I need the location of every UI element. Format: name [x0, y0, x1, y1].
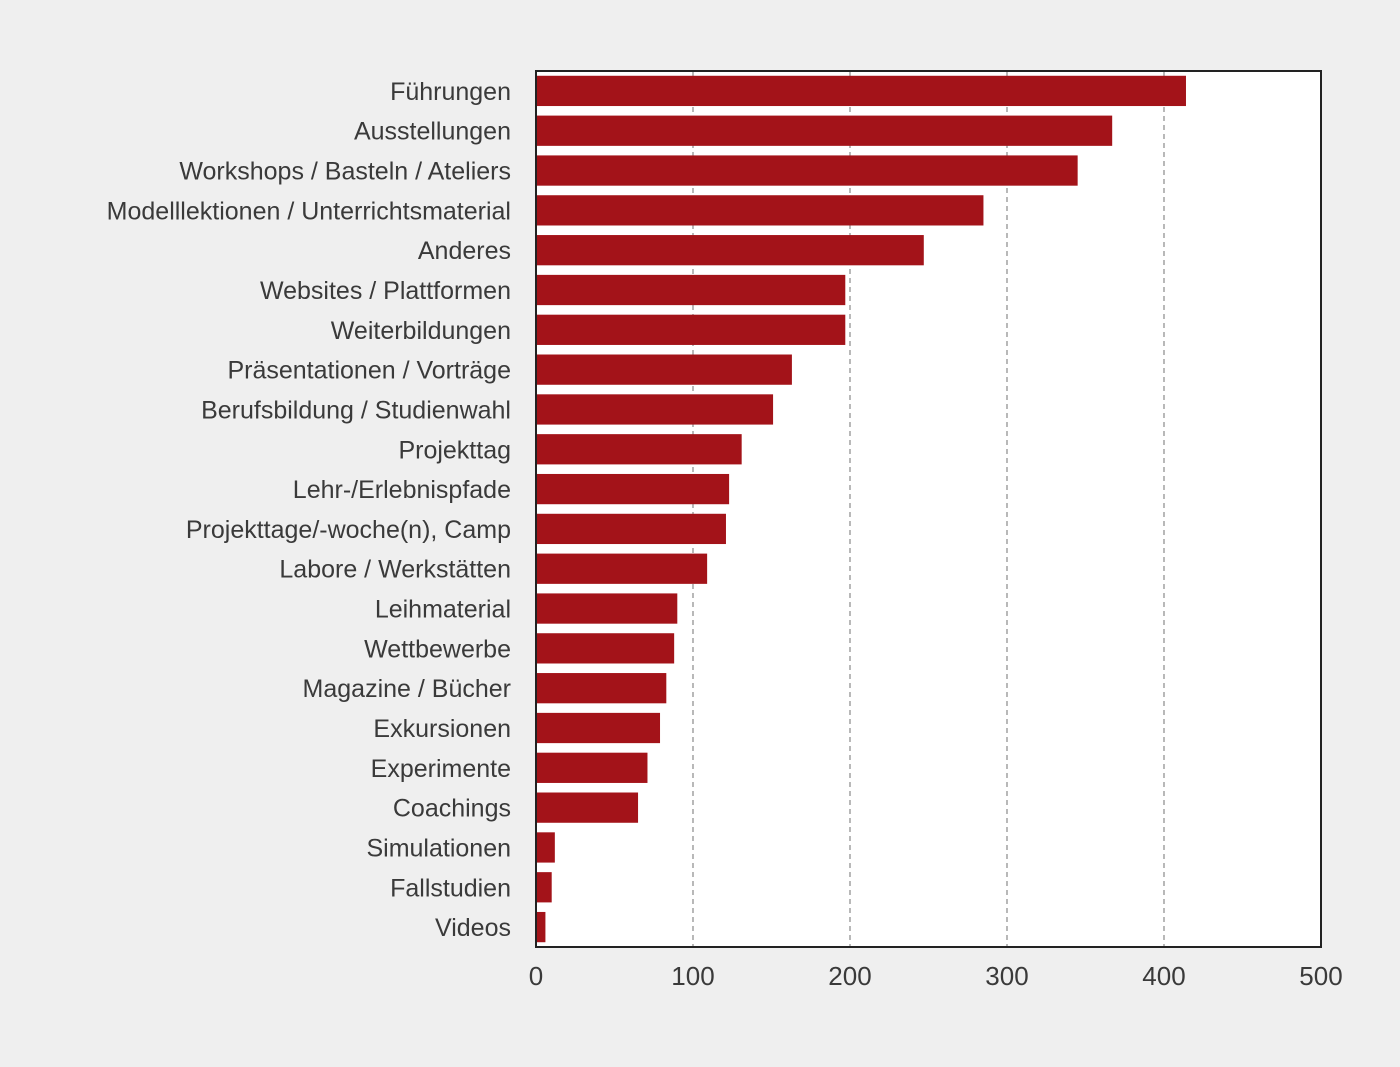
- category-label: Labore / Werkstätten: [279, 556, 511, 584]
- plot-frame: [535, 70, 1322, 948]
- category-label: Berufsbildung / Studienwahl: [201, 396, 511, 424]
- category-label: Fallstudien: [390, 874, 511, 902]
- category-label: Lehr-/Erlebnispfade: [293, 476, 511, 504]
- x-tick-label: 100: [671, 961, 714, 991]
- bar: [536, 752, 648, 783]
- x-tick-label: 0: [529, 961, 543, 991]
- bar: [536, 593, 678, 624]
- x-tick-label: 400: [1142, 961, 1185, 991]
- category-label: Videos: [435, 914, 511, 942]
- bar: [536, 394, 774, 425]
- category-label: Projekttage/-woche(n), Camp: [186, 516, 511, 544]
- category-label: Workshops / Basteln / Ateliers: [179, 158, 511, 186]
- bars: [536, 75, 1186, 943]
- bar: [536, 792, 639, 823]
- x-tick-label: 300: [985, 961, 1028, 991]
- category-label: Magazine / Bücher: [303, 675, 511, 703]
- bar: [536, 434, 742, 465]
- bar: [536, 513, 726, 545]
- bar: [536, 235, 924, 266]
- bar: [536, 354, 792, 385]
- category-label: Führungen: [390, 78, 511, 106]
- bar: [536, 274, 846, 306]
- category-label: Modelllektionen / Unterrichtsmaterial: [107, 197, 511, 225]
- category-label: Simulationen: [366, 834, 511, 862]
- bar: [536, 115, 1113, 146]
- bar: [536, 633, 675, 664]
- category-labels: Führungen Ausstellungen Workshops / Bastel…: [107, 78, 511, 942]
- bar: [536, 473, 730, 505]
- x-axis-ticks: 0 100 200 300 400 500: [529, 961, 1343, 991]
- bar: [536, 872, 552, 903]
- category-label: Wettbewerbe: [364, 635, 511, 663]
- bar: [536, 75, 1186, 107]
- category-label: Projekttag: [398, 436, 511, 464]
- category-label: Weiterbildungen: [331, 317, 511, 345]
- bar: [536, 155, 1078, 186]
- category-label: Ausstellungen: [354, 118, 511, 146]
- bar: [536, 553, 708, 584]
- x-tick-label: 200: [828, 961, 871, 991]
- category-label: Websites / Plattformen: [260, 277, 511, 305]
- bar: [536, 314, 846, 345]
- bar: [536, 832, 555, 863]
- category-label: Anderes: [418, 237, 511, 265]
- category-label: Exkursionen: [373, 715, 511, 743]
- category-label: Präsentationen / Vorträge: [227, 357, 511, 385]
- bar: [536, 195, 984, 226]
- bar: [536, 712, 661, 744]
- category-label: Experimente: [371, 755, 511, 783]
- x-tick-label: 500: [1299, 961, 1342, 991]
- category-label: Leihmaterial: [375, 596, 511, 624]
- bar: [536, 911, 546, 943]
- category-label: Coachings: [393, 795, 511, 823]
- bar: [536, 673, 667, 704]
